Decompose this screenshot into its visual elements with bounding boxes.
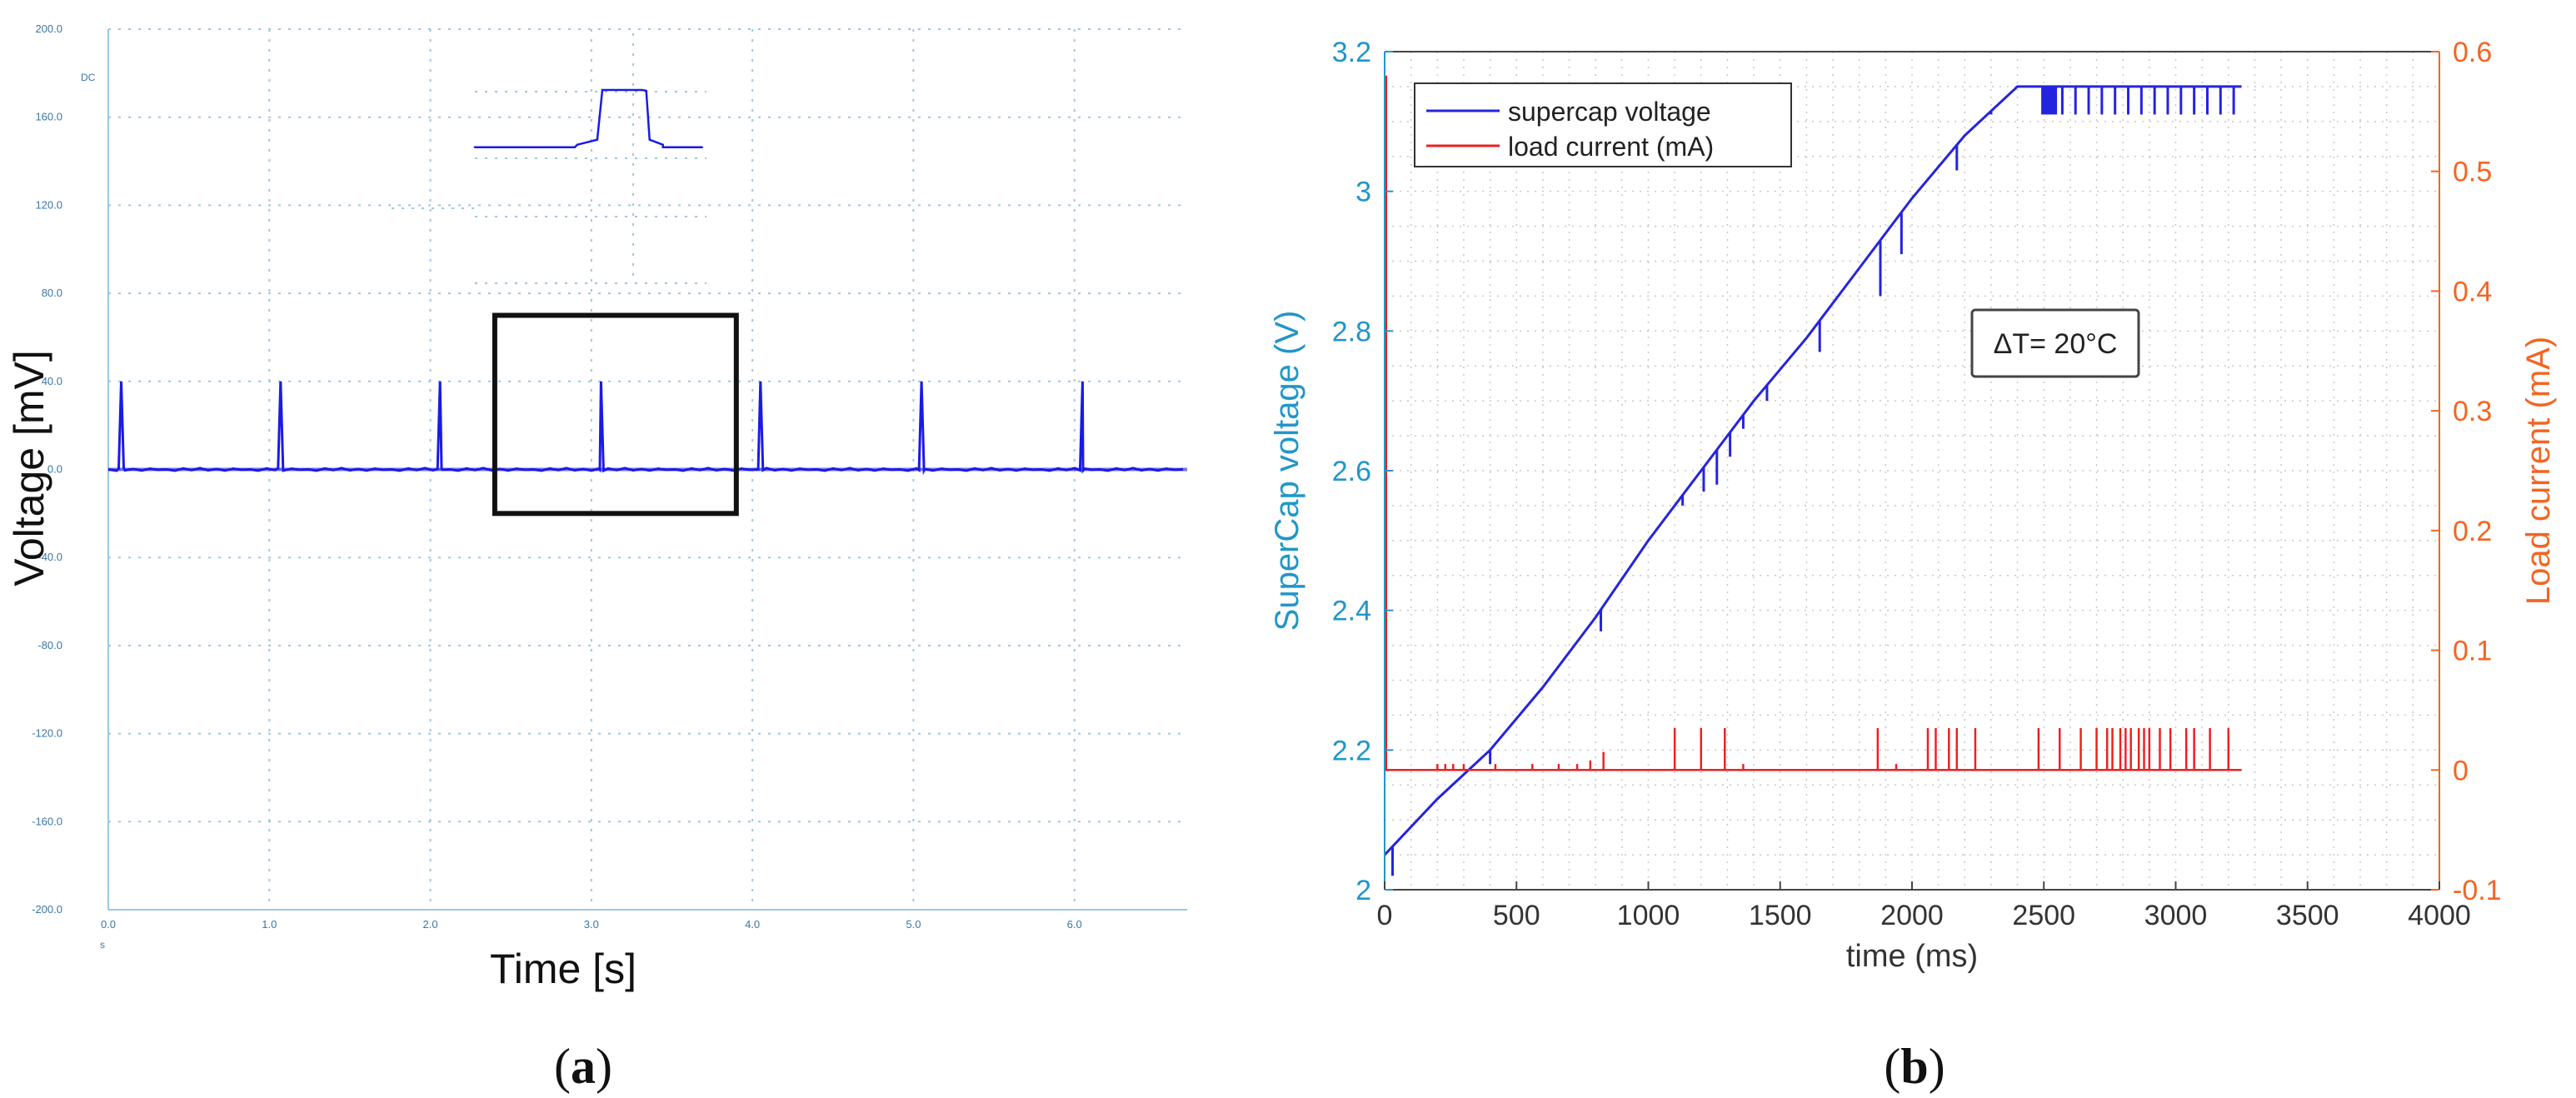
- y-right-tick-label: 0.1: [2453, 636, 2492, 667]
- panel-b-caption-letter: b: [1900, 1039, 1928, 1094]
- zoom-highlight-box: [492, 312, 739, 517]
- legend-box: [1414, 82, 1792, 167]
- x-tick-label: 1500: [1749, 900, 1812, 931]
- panel-b-caption: (b): [1884, 1039, 1944, 1094]
- annotation-delta-t: ΔT= 20°C: [1994, 328, 2118, 360]
- x-tick-label: 4000: [2408, 900, 2471, 931]
- y-left-tick-label: 2: [1355, 875, 1371, 906]
- x-axis-title: Time [s]: [490, 946, 637, 992]
- y-left-tick-label: 3: [1355, 177, 1371, 208]
- zoom-inset: [392, 33, 706, 284]
- x-tick-label: 5.0: [906, 918, 921, 931]
- panel-b-caption-open: (: [1884, 1039, 1900, 1094]
- y-left-tick-label: 2.4: [1332, 596, 1371, 627]
- annotation-box: [1970, 308, 2140, 378]
- y-tick-label: 200.0: [35, 22, 62, 35]
- x-tick-label: 3500: [2276, 900, 2339, 931]
- y-tick-label: 40.0: [42, 375, 62, 387]
- y-right-axis-title: Load current (mA): [2520, 337, 2557, 605]
- y-tick-label: -200.0: [32, 903, 62, 916]
- legend: supercap voltage load current (mA): [1414, 82, 1792, 167]
- y-left-tick-label: 2.8: [1332, 316, 1371, 347]
- y-tick-label: 0.0: [47, 463, 62, 476]
- x-tick-label: 3000: [2144, 900, 2208, 931]
- y-right-tick-label: 0: [2453, 755, 2469, 786]
- y-tick-label: -120.0: [32, 727, 62, 740]
- panel-b-caption-close: ): [1929, 1039, 1945, 1094]
- y-tick-label: 160.0: [35, 111, 62, 123]
- inset-pulse-trace: [473, 88, 703, 148]
- x-tick-label: 6.0: [1067, 918, 1082, 931]
- y-right-tick-label: 0.4: [2453, 276, 2492, 307]
- panel-a-caption: (a): [554, 1039, 612, 1094]
- y-left-tick-label: 2.6: [1332, 456, 1371, 487]
- x-tick-label: 2.0: [423, 918, 438, 931]
- legend-voltage-label: supercap voltage: [1508, 97, 1711, 127]
- y-right-tick-label: 0.3: [2453, 396, 2492, 427]
- y-tick-label: 80.0: [42, 287, 62, 299]
- voltage-dip-block: [2041, 86, 2058, 115]
- y-right-tick-label: 0.2: [2453, 516, 2492, 547]
- y-right-tick-label: -0.1: [2453, 875, 2502, 906]
- x-tick-label: 500: [1493, 900, 1540, 931]
- x-tick-label: 4.0: [745, 918, 760, 931]
- x-unit-label: s: [100, 939, 105, 951]
- y-left-axis-title: SuperCap voltage (V): [1269, 311, 1305, 631]
- y-tick-label: -40.0: [37, 551, 62, 563]
- x-axis-title: time (ms): [1846, 939, 1978, 974]
- x-tick-label: 0.0: [101, 918, 116, 931]
- x-tick-label: 1.0: [262, 918, 277, 931]
- x-tick-label: 1000: [1617, 900, 1680, 931]
- panel-a-caption-letter: a: [571, 1039, 596, 1094]
- x-tick-label: 2500: [2012, 900, 2075, 931]
- panel-a-caption-close: ): [596, 1039, 612, 1094]
- y-tick-label: -80.0: [37, 639, 62, 651]
- y-right-tick-label: 0.6: [2453, 37, 2492, 68]
- panel-b-supercap-chart: 0 500 1000 1500 2000 2500 3000 3500 4000 2 2.2 2.4 2…: [1269, 37, 2557, 974]
- y-axis-title: Voltage [mV]: [6, 350, 52, 586]
- y-left-tick-label: 2.2: [1332, 735, 1371, 766]
- x-tick-label: 0: [1377, 900, 1393, 931]
- x-tick-label: 2000: [1880, 900, 1944, 931]
- dc-coupling-label: DC: [81, 72, 96, 83]
- panel-a-caption-open: (: [554, 1039, 571, 1094]
- y-left-tick-label: 3.2: [1332, 37, 1371, 68]
- x-tick-label: 3.0: [584, 918, 599, 931]
- y-right-tick-label: 0.5: [2453, 157, 2492, 188]
- voltage-trace: [107, 381, 1184, 476]
- y-tick-label: 120.0: [35, 198, 62, 211]
- y-tick-label: -160.0: [32, 815, 62, 827]
- panel-a-oscilloscope-chart: 200.0 160.0 120.0 80.0 40.0 0.0 -40.0 -80.0 -120…: [6, 22, 1187, 992]
- legend-current-label: load current (mA): [1508, 132, 1714, 162]
